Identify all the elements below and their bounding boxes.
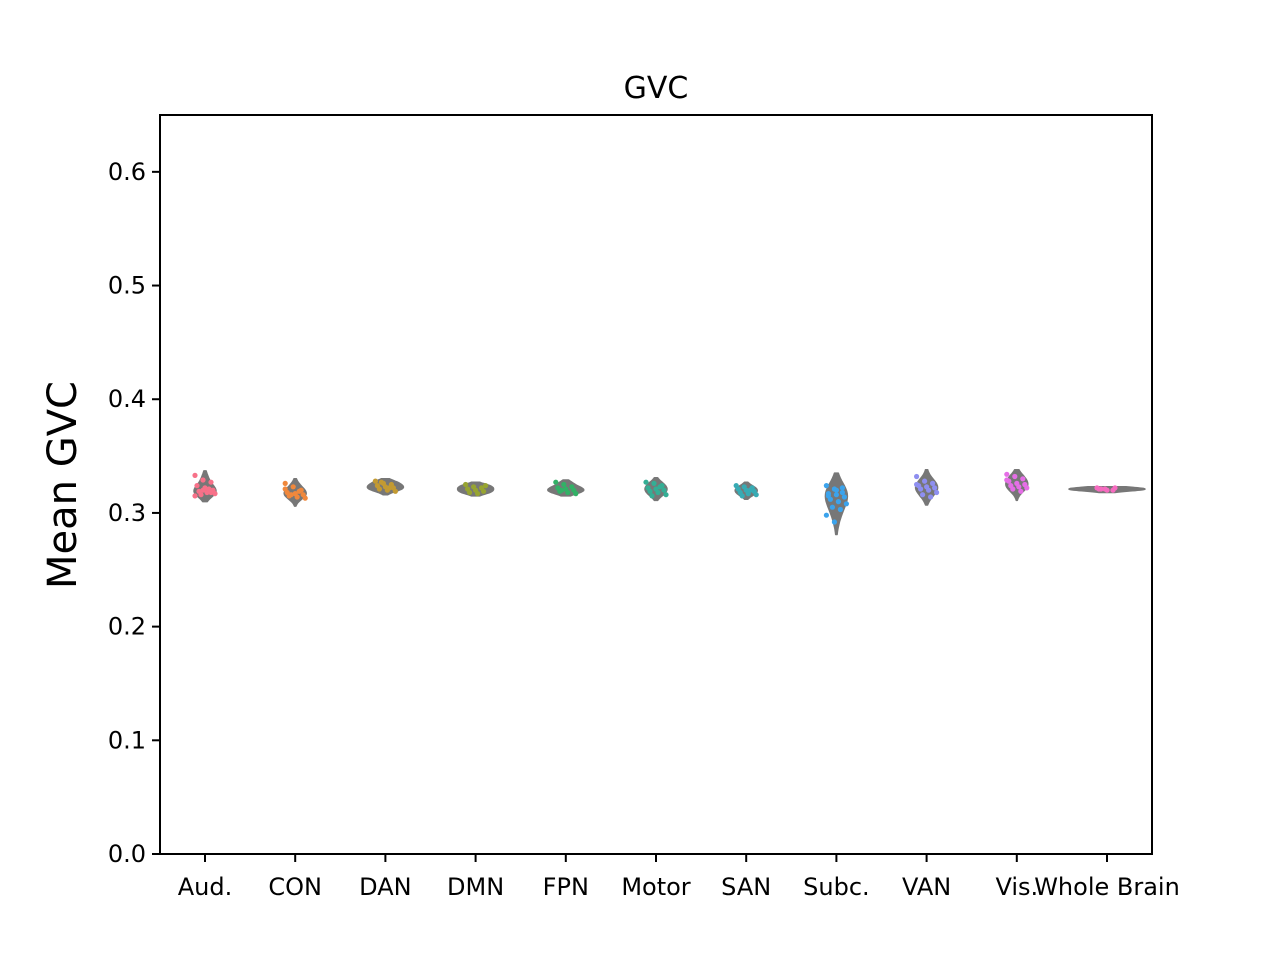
data-point — [573, 491, 579, 497]
data-point — [294, 494, 300, 500]
data-point — [1020, 476, 1026, 482]
y-tick-label: 0.2 — [108, 613, 146, 641]
data-point — [481, 488, 487, 494]
data-point — [290, 484, 296, 490]
data-point — [928, 494, 934, 500]
data-point — [467, 489, 473, 496]
data-point — [651, 480, 657, 486]
data-point — [208, 489, 214, 496]
data-point — [833, 487, 840, 493]
data-point — [825, 493, 832, 499]
data-point — [1018, 488, 1024, 494]
data-point — [918, 486, 924, 492]
data-point — [483, 483, 489, 489]
data-point — [378, 479, 384, 485]
data-point — [302, 495, 308, 501]
data-point — [282, 480, 288, 486]
data-point — [1098, 486, 1104, 492]
plot-frame — [159, 114, 1153, 855]
data-point — [914, 481, 920, 488]
data-point — [647, 488, 653, 494]
y-tick-label: 0.6 — [108, 158, 146, 186]
data-point — [282, 486, 288, 492]
data-point — [932, 485, 938, 491]
data-point — [926, 487, 932, 493]
data-point — [376, 486, 382, 492]
data-point — [561, 481, 567, 488]
data-point — [930, 480, 936, 486]
data-point — [463, 481, 469, 488]
data-point — [837, 506, 844, 513]
data-point — [1112, 485, 1118, 491]
data-point — [829, 504, 836, 510]
x-tick-label: Aud. — [178, 873, 233, 901]
y-tick-label: 0.1 — [108, 726, 146, 754]
x-tick-label: CON — [268, 873, 322, 901]
data-point — [922, 478, 928, 484]
x-tick-label: VAN — [902, 873, 951, 901]
data-point — [1016, 484, 1022, 490]
data-point — [934, 489, 940, 496]
data-point — [835, 499, 842, 505]
data-point — [920, 492, 926, 498]
y-tick-label: 0.3 — [108, 499, 146, 527]
data-point — [831, 519, 838, 525]
data-point — [192, 493, 198, 499]
x-tick-label: Whole Brain — [1034, 873, 1180, 901]
data-point — [475, 491, 481, 497]
x-tick-label: DAN — [359, 873, 411, 901]
data-point — [839, 485, 846, 491]
data-point — [1004, 471, 1010, 477]
data-point — [208, 479, 214, 485]
data-point — [288, 492, 294, 498]
data-point — [657, 484, 663, 490]
x-tick-label: DMN — [447, 873, 504, 901]
data-point — [843, 501, 850, 507]
data-point — [663, 492, 669, 498]
data-point — [649, 493, 655, 499]
x-tick-label: Motor — [621, 873, 690, 901]
y-tick-label: 0.0 — [108, 840, 146, 868]
data-point — [655, 489, 661, 496]
y-axis-label: Mean GVC — [40, 381, 86, 589]
data-point — [565, 489, 571, 496]
data-point — [212, 491, 218, 497]
data-point — [1004, 477, 1010, 483]
y-tick-label: 0.5 — [108, 272, 146, 300]
chart-title: GVC — [624, 71, 689, 106]
data-point — [386, 485, 392, 491]
data-point — [1012, 473, 1018, 480]
data-point — [200, 477, 206, 483]
data-point — [392, 488, 398, 494]
x-tick-label: SAN — [721, 873, 771, 901]
data-point — [198, 492, 204, 498]
data-point — [643, 479, 649, 485]
data-point — [747, 487, 753, 493]
plot-area: 0.0 0.1 0.2 0.3 0.4 0.5 0.6 Aud. CON DAN DMN FPN Mot… — [108, 158, 1180, 901]
data-point — [823, 512, 830, 518]
data-point — [823, 483, 830, 489]
data-point — [739, 493, 745, 499]
data-point — [839, 489, 846, 496]
x-tick-label: Vis. — [995, 873, 1038, 901]
data-point — [914, 473, 920, 480]
data-point — [194, 483, 200, 489]
x-tick-label: FPN — [543, 873, 589, 901]
x-tick-label: Subc. — [803, 873, 870, 901]
data-point — [1104, 487, 1110, 493]
data-point — [833, 492, 840, 498]
data-point — [200, 487, 206, 493]
data-point — [192, 472, 198, 478]
data-point — [753, 492, 759, 498]
data-point — [1024, 485, 1030, 491]
data-point — [559, 487, 565, 493]
data-point — [372, 478, 378, 484]
data-point — [553, 479, 559, 485]
data-point — [1010, 486, 1016, 492]
data-point — [296, 488, 302, 494]
data-point — [841, 494, 848, 500]
y-tick-label: 0.4 — [108, 385, 146, 413]
data-point — [661, 487, 667, 493]
